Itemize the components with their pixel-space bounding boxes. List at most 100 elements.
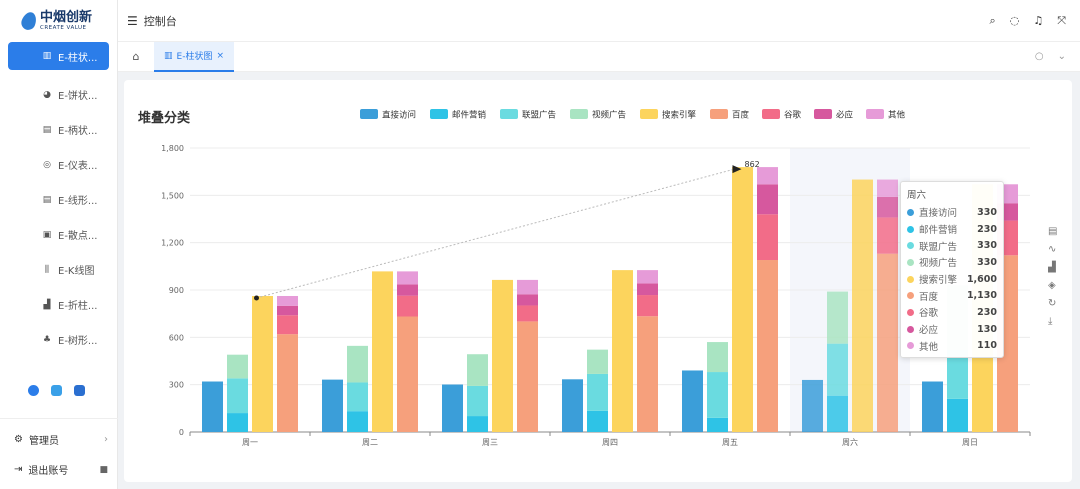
- logo-drop-icon: [19, 10, 39, 32]
- tooltip-dot: [907, 325, 914, 333]
- theme-icon[interactable]: [28, 385, 39, 396]
- legend-label: 邮件营销: [452, 110, 487, 121]
- bar-segment: [202, 381, 223, 432]
- chart-tooltip: 周六 直接访问 330 邮件营销 230 联盟广告 330 视频广告 330 搜索引擎 1,600…: [900, 181, 1004, 358]
- x-tick-label: 周六: [842, 437, 858, 447]
- legend-swatch: [360, 109, 378, 119]
- candlestick-icon: ⫼: [44, 264, 50, 275]
- y-tick-label: 1,200: [161, 239, 184, 248]
- bar-segment: [397, 271, 418, 285]
- bar-segment: [322, 379, 343, 432]
- message-icon[interactable]: ◌: [1009, 13, 1020, 27]
- bar-segment: [637, 295, 658, 317]
- bar-segment: [587, 373, 608, 411]
- tooltip-series-name: 联盟广告: [919, 241, 958, 253]
- tooltip-row: 搜索引擎 1,600: [907, 271, 997, 288]
- chevron-down-icon[interactable]: ⌄: [1057, 51, 1066, 62]
- line-chart-icon: ▤: [42, 194, 52, 205]
- chart-card: 堆叠分类 直接访问 邮件营销 联盟广告 视频广告 搜索引擎 百度 谷歌 必应 其他 0 300 600…: [124, 80, 1072, 482]
- logout-label: 退出账号: [28, 466, 69, 477]
- bar-segment: [492, 279, 513, 432]
- tooltip-dot: [907, 275, 914, 283]
- tooltip-dot: [907, 308, 914, 316]
- admin-label: 管理员: [28, 436, 59, 447]
- recycle-icon[interactable]: [51, 385, 62, 396]
- tooltip-row: 联盟广告 330: [907, 237, 997, 254]
- sidebar-item-1[interactable]: ▥ E-柱状...: [8, 42, 109, 70]
- tooltip-dot: [907, 258, 914, 266]
- bar-segment: [827, 395, 848, 432]
- bar-segment: [947, 349, 968, 399]
- bar-segment: [757, 167, 778, 185]
- logo-tagline: CREATE VALUE: [40, 24, 87, 31]
- refresh-icon[interactable]: ○: [1034, 51, 1044, 62]
- sidebar-item-label: E-散点...: [58, 231, 98, 242]
- lock-icon[interactable]: ■: [99, 464, 108, 475]
- close-icon[interactable]: ×: [216, 50, 224, 61]
- tooltip-row: 百度 1,130: [907, 287, 997, 304]
- fullscreen-icon[interactable]: ⤧: [1057, 13, 1066, 27]
- tooltip-dot: [907, 292, 914, 300]
- tooltip-title: 周六: [907, 190, 927, 201]
- bar-segment: [947, 398, 968, 432]
- tooltip-dot: [907, 208, 914, 216]
- bar-chart-icon: ▥: [164, 50, 173, 61]
- y-tick-label: 300: [169, 381, 184, 390]
- tab-bar-chart[interactable]: ▥ E-柱状图 ×: [154, 41, 234, 72]
- tooltip-series-value: 330: [977, 206, 997, 218]
- sidebar-item-9[interactable]: ♣ E-树形...: [0, 322, 117, 357]
- bar-segment: [517, 321, 538, 432]
- download-icon[interactable]: ⤓: [1048, 316, 1053, 327]
- data-view-icon[interactable]: ▤: [1048, 226, 1058, 237]
- logo: 中烟创新 CREATE VALUE: [0, 0, 117, 42]
- logout-button[interactable]: ⇥ 退出账号 ■: [14, 462, 108, 477]
- bar-switch-icon[interactable]: ▟: [1048, 262, 1056, 273]
- bar-segment: [612, 270, 633, 432]
- sidebar-item-7[interactable]: ⫼ E-K线图: [0, 252, 117, 287]
- restore-icon[interactable]: ↻: [1048, 298, 1057, 309]
- y-tick-label: 900: [169, 286, 184, 295]
- tooltip-series-value: 1,130: [966, 290, 997, 302]
- x-tick-label: 周五: [722, 438, 738, 447]
- scatter-icon: ▣: [42, 229, 52, 240]
- x-tick-label: 周二: [362, 438, 378, 447]
- page-title: 控制台: [143, 14, 177, 28]
- mark-line-label: 862: [745, 160, 760, 169]
- sidebar-item-6[interactable]: ▣ E-散点...: [0, 217, 117, 252]
- home-icon[interactable]: ⌂: [132, 50, 140, 63]
- tooltip-dot: [907, 225, 914, 233]
- sidebar-item-3[interactable]: ▤ E-柄状...: [0, 112, 117, 147]
- y-tick-label: 600: [169, 333, 184, 342]
- sidebar-item-2[interactable]: ◕ E-饼状...: [0, 77, 117, 112]
- bell-icon[interactable]: ♫: [1033, 13, 1044, 27]
- line-switch-icon[interactable]: ∿: [1048, 244, 1057, 255]
- legend-label: 百度: [732, 110, 750, 121]
- legend-swatch: [814, 109, 832, 119]
- sidebar-item-label: E-柱状...: [58, 52, 98, 64]
- tooltip-series-value: 1,600: [966, 273, 997, 285]
- bar-segment: [252, 295, 273, 432]
- legend-label: 联盟广告: [522, 110, 556, 121]
- menu-toggle-icon[interactable]: ☰: [127, 13, 138, 28]
- bar-segment: [517, 294, 538, 306]
- bar-segment: [922, 381, 943, 432]
- bar-segment: [877, 217, 898, 254]
- stack-switch-icon[interactable]: ◈: [1048, 280, 1056, 291]
- tree-icon: ♣: [42, 334, 52, 345]
- bar-segment: [707, 372, 728, 418]
- sidebar-item-4[interactable]: ◎ E-仪表...: [0, 147, 117, 182]
- sidebar-quick-icons: [28, 385, 85, 396]
- bar-segment: [227, 413, 248, 432]
- bar-segment: [877, 179, 898, 197]
- bar-chart-icon: ▥: [42, 51, 52, 61]
- tooltip-row: 邮件营销 230: [907, 221, 997, 238]
- document-icon[interactable]: [74, 385, 85, 396]
- tooltip-row: 必应 130: [907, 321, 997, 338]
- sidebar-item-5[interactable]: ▤ E-线形...: [0, 182, 117, 217]
- bar-segment: [587, 349, 608, 374]
- mark-line: [256, 168, 735, 299]
- sidebar-item-8[interactable]: ▟ E-折柱...: [0, 287, 117, 322]
- bar-segment: [827, 291, 848, 344]
- admin-menu[interactable]: ⚙ 管理员 ›: [14, 432, 108, 447]
- search-icon[interactable]: ⌕: [989, 13, 996, 27]
